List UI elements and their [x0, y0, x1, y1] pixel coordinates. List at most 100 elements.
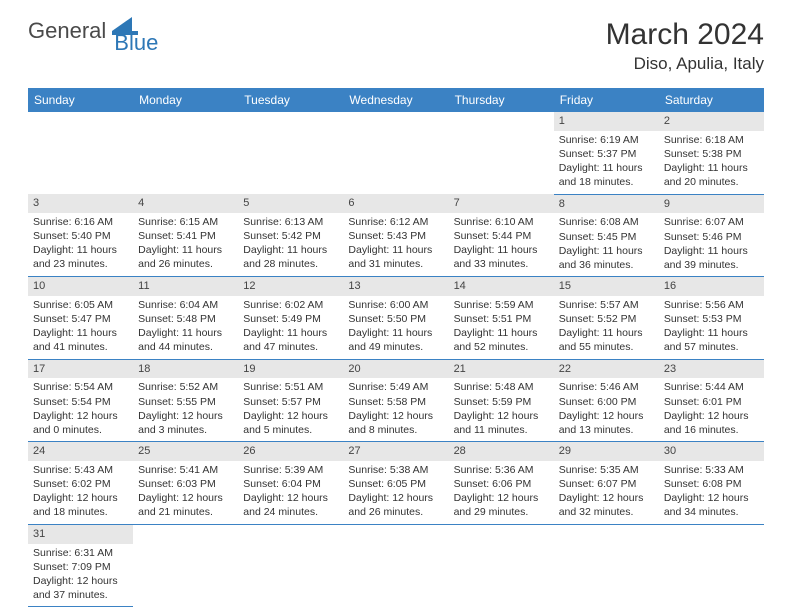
sunset-text: Sunset: 5:45 PM — [559, 230, 654, 244]
daylight-text: Daylight: 12 hours and 24 minutes. — [243, 491, 338, 519]
day-body — [238, 131, 343, 189]
sunrise-text: Sunrise: 5:35 AM — [559, 463, 654, 477]
logo-text-general: General — [28, 18, 106, 44]
day-body — [133, 131, 238, 189]
day-body: Sunrise: 5:56 AMSunset: 5:53 PMDaylight:… — [659, 296, 764, 359]
sunset-text: Sunset: 5:44 PM — [454, 229, 549, 243]
day-body: Sunrise: 6:00 AMSunset: 5:50 PMDaylight:… — [343, 296, 448, 359]
day-number: 19 — [238, 360, 343, 379]
day-body — [449, 131, 554, 189]
calendar-week-row: 1Sunrise: 6:19 AMSunset: 5:37 PMDaylight… — [28, 112, 764, 194]
sunset-text: Sunset: 5:42 PM — [243, 229, 338, 243]
calendar-day-cell — [238, 524, 343, 607]
calendar-day-cell — [133, 524, 238, 607]
sunrise-text: Sunrise: 5:39 AM — [243, 463, 338, 477]
calendar-day-cell: 31Sunrise: 6:31 AMSunset: 7:09 PMDayligh… — [28, 524, 133, 607]
daylight-text: Daylight: 11 hours and 52 minutes. — [454, 326, 549, 354]
day-number: 5 — [238, 194, 343, 213]
day-number — [238, 112, 343, 131]
calendar-day-cell: 11Sunrise: 6:04 AMSunset: 5:48 PMDayligh… — [133, 277, 238, 360]
day-number: 27 — [343, 442, 448, 461]
day-number: 21 — [449, 360, 554, 379]
calendar-day-cell — [28, 112, 133, 194]
calendar-week-row: 24Sunrise: 5:43 AMSunset: 6:02 PMDayligh… — [28, 442, 764, 525]
daylight-text: Daylight: 11 hours and 31 minutes. — [348, 243, 443, 271]
calendar-day-cell: 7Sunrise: 6:10 AMSunset: 5:44 PMDaylight… — [449, 194, 554, 277]
day-number: 26 — [238, 442, 343, 461]
calendar-day-cell: 16Sunrise: 5:56 AMSunset: 5:53 PMDayligh… — [659, 277, 764, 360]
day-number: 15 — [554, 277, 659, 296]
day-body: Sunrise: 6:02 AMSunset: 5:49 PMDaylight:… — [238, 296, 343, 359]
sunset-text: Sunset: 5:54 PM — [33, 395, 128, 409]
sunset-text: Sunset: 5:59 PM — [454, 395, 549, 409]
day-body: Sunrise: 6:04 AMSunset: 5:48 PMDaylight:… — [133, 296, 238, 359]
day-number: 13 — [343, 277, 448, 296]
sunrise-text: Sunrise: 5:36 AM — [454, 463, 549, 477]
sunrise-text: Sunrise: 6:15 AM — [138, 215, 233, 229]
calendar-day-cell — [659, 524, 764, 607]
sunrise-text: Sunrise: 5:43 AM — [33, 463, 128, 477]
day-body: Sunrise: 5:57 AMSunset: 5:52 PMDaylight:… — [554, 296, 659, 359]
calendar-day-cell: 4Sunrise: 6:15 AMSunset: 5:41 PMDaylight… — [133, 194, 238, 277]
sunrise-text: Sunrise: 6:19 AM — [559, 133, 654, 147]
calendar-day-cell — [343, 112, 448, 194]
sunrise-text: Sunrise: 5:52 AM — [138, 380, 233, 394]
sunrise-text: Sunrise: 5:49 AM — [348, 380, 443, 394]
daylight-text: Daylight: 12 hours and 11 minutes. — [454, 409, 549, 437]
day-body: Sunrise: 5:41 AMSunset: 6:03 PMDaylight:… — [133, 461, 238, 524]
daylight-text: Daylight: 12 hours and 16 minutes. — [664, 409, 759, 437]
sunrise-text: Sunrise: 6:12 AM — [348, 215, 443, 229]
sunset-text: Sunset: 6:02 PM — [33, 477, 128, 491]
sunset-text: Sunset: 6:04 PM — [243, 477, 338, 491]
weekday-header: Wednesday — [343, 88, 448, 112]
calendar-day-cell: 12Sunrise: 6:02 AMSunset: 5:49 PMDayligh… — [238, 277, 343, 360]
sunrise-text: Sunrise: 5:41 AM — [138, 463, 233, 477]
calendar-day-cell — [343, 524, 448, 607]
day-body: Sunrise: 6:19 AMSunset: 5:37 PMDaylight:… — [554, 131, 659, 194]
day-body: Sunrise: 5:48 AMSunset: 5:59 PMDaylight:… — [449, 378, 554, 441]
day-number: 14 — [449, 277, 554, 296]
sunset-text: Sunset: 5:49 PM — [243, 312, 338, 326]
calendar-day-cell: 1Sunrise: 6:19 AMSunset: 5:37 PMDaylight… — [554, 112, 659, 194]
sunset-text: Sunset: 5:37 PM — [559, 147, 654, 161]
weekday-header: Friday — [554, 88, 659, 112]
calendar-day-cell: 8Sunrise: 6:08 AMSunset: 5:45 PMDaylight… — [554, 194, 659, 277]
sunrise-text: Sunrise: 5:59 AM — [454, 298, 549, 312]
day-number: 17 — [28, 360, 133, 379]
sunset-text: Sunset: 6:06 PM — [454, 477, 549, 491]
calendar-week-row: 10Sunrise: 6:05 AMSunset: 5:47 PMDayligh… — [28, 277, 764, 360]
day-body: Sunrise: 5:54 AMSunset: 5:54 PMDaylight:… — [28, 378, 133, 441]
sunrise-text: Sunrise: 5:57 AM — [559, 298, 654, 312]
day-body: Sunrise: 6:13 AMSunset: 5:42 PMDaylight:… — [238, 213, 343, 276]
sunset-text: Sunset: 5:38 PM — [664, 147, 759, 161]
daylight-text: Daylight: 11 hours and 23 minutes. — [33, 243, 128, 271]
day-number: 11 — [133, 277, 238, 296]
calendar-day-cell — [449, 524, 554, 607]
day-body: Sunrise: 6:07 AMSunset: 5:46 PMDaylight:… — [659, 213, 764, 276]
daylight-text: Daylight: 12 hours and 3 minutes. — [138, 409, 233, 437]
logo-text-blue: Blue — [114, 30, 158, 56]
day-number: 23 — [659, 360, 764, 379]
sunrise-text: Sunrise: 6:16 AM — [33, 215, 128, 229]
sunrise-text: Sunrise: 5:46 AM — [559, 380, 654, 394]
calendar-day-cell: 20Sunrise: 5:49 AMSunset: 5:58 PMDayligh… — [343, 359, 448, 442]
day-number: 12 — [238, 277, 343, 296]
day-number: 31 — [28, 525, 133, 544]
calendar-day-cell: 25Sunrise: 5:41 AMSunset: 6:03 PMDayligh… — [133, 442, 238, 525]
day-body: Sunrise: 6:10 AMSunset: 5:44 PMDaylight:… — [449, 213, 554, 276]
day-number — [133, 112, 238, 131]
day-number: 20 — [343, 360, 448, 379]
sunset-text: Sunset: 5:52 PM — [559, 312, 654, 326]
calendar-day-cell: 26Sunrise: 5:39 AMSunset: 6:04 PMDayligh… — [238, 442, 343, 525]
calendar-day-cell: 23Sunrise: 5:44 AMSunset: 6:01 PMDayligh… — [659, 359, 764, 442]
day-body: Sunrise: 5:39 AMSunset: 6:04 PMDaylight:… — [238, 461, 343, 524]
calendar-week-row: 3Sunrise: 6:16 AMSunset: 5:40 PMDaylight… — [28, 194, 764, 277]
calendar-day-cell: 19Sunrise: 5:51 AMSunset: 5:57 PMDayligh… — [238, 359, 343, 442]
day-number: 30 — [659, 442, 764, 461]
day-body: Sunrise: 5:44 AMSunset: 6:01 PMDaylight:… — [659, 378, 764, 441]
calendar-day-cell: 24Sunrise: 5:43 AMSunset: 6:02 PMDayligh… — [28, 442, 133, 525]
location-label: Diso, Apulia, Italy — [606, 54, 764, 74]
day-number — [28, 112, 133, 131]
weekday-header: Thursday — [449, 88, 554, 112]
sunrise-text: Sunrise: 5:44 AM — [664, 380, 759, 394]
